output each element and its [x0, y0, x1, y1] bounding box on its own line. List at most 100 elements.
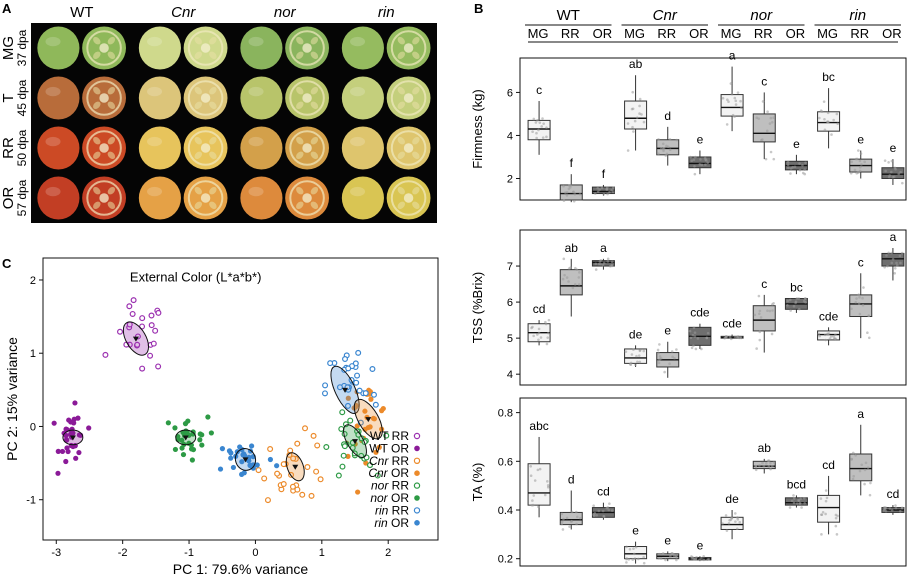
box-Cnr-RR: e: [656, 533, 680, 562]
jitter-point: [862, 286, 865, 289]
jitter-point: [768, 122, 772, 125]
genotype-label: rin: [378, 4, 395, 21]
cut-fruit-core: [302, 43, 312, 53]
legend-genotype: nor: [370, 491, 391, 505]
legend-marker: [414, 495, 420, 501]
jitter-point: [759, 316, 763, 319]
jitter-point: [757, 294, 761, 298]
jitter-point: [611, 186, 615, 190]
jitter-point: [536, 333, 539, 336]
box-WT-OR: f: [591, 167, 615, 196]
data-point: [72, 400, 78, 406]
jitter-point: [888, 507, 892, 510]
confidence-ellipse: [285, 452, 305, 482]
jitter-point: [546, 485, 550, 489]
fruit-pair: [341, 126, 431, 170]
jitter-point: [673, 356, 676, 360]
jitter-point: [570, 510, 574, 514]
data-point: [73, 455, 79, 461]
fruit-pair: [138, 76, 228, 120]
significance-letter: cd: [597, 485, 610, 499]
genotype-header: nor: [750, 7, 773, 24]
jitter-point: [883, 507, 887, 510]
locule: [310, 86, 319, 95]
jitter-point: [575, 268, 579, 271]
jitter-point: [804, 161, 807, 164]
data-point: [147, 352, 154, 359]
jitter-point: [850, 160, 853, 164]
data-point: [165, 420, 171, 426]
jitter-point: [594, 268, 598, 271]
data-point: [197, 437, 203, 443]
jitter-point: [668, 362, 671, 365]
locule: [107, 36, 116, 45]
box-nor-RR: ab: [752, 441, 776, 474]
significance-letter: de: [629, 327, 643, 341]
plot-frame: [519, 57, 907, 201]
cut-fruit-pericarp: [86, 80, 122, 116]
jitter-point: [541, 117, 544, 120]
x-tick-label: -3: [51, 547, 61, 559]
jitter-point: [858, 169, 862, 173]
jitter-point: [867, 314, 871, 317]
box-nor-RR: c: [752, 277, 776, 353]
centroid-marker: [182, 435, 189, 441]
whole-fruit: [341, 126, 384, 170]
stage-header: MG: [721, 26, 742, 41]
jitter-point: [560, 520, 564, 523]
jitter-point: [791, 165, 795, 169]
jitter-point: [571, 286, 575, 290]
legend-marker: [414, 520, 420, 526]
jitter-point: [668, 138, 672, 141]
cut-fruit-core: [200, 43, 211, 53]
data-point: [280, 461, 287, 468]
fruit-highlight: [350, 36, 366, 47]
jitter-point: [689, 336, 693, 340]
whole-fruit: [341, 76, 384, 120]
jitter-point: [657, 359, 660, 362]
jitter-point: [834, 513, 838, 517]
jitter-point: [789, 309, 792, 312]
jitter-point: [601, 263, 605, 267]
jitter-point: [788, 506, 792, 509]
jitter-point: [792, 494, 795, 497]
box-WT-OR: a: [591, 241, 615, 271]
jitter-point: [900, 251, 904, 255]
jitter-point: [733, 96, 737, 100]
series-wt-rr: [102, 297, 162, 372]
jitter-point: [692, 557, 696, 561]
locule: [310, 101, 319, 110]
jitter-point: [605, 187, 609, 191]
locule: [194, 101, 202, 110]
locule: [296, 136, 304, 145]
x-tick-label: -1: [184, 547, 194, 559]
jitter-point: [597, 262, 601, 266]
fruit-pair: [240, 126, 330, 170]
jitter-point: [602, 261, 606, 265]
y-tick-label: 0.4: [498, 505, 513, 517]
data-point: [314, 442, 321, 449]
jitter-point: [766, 459, 770, 462]
jitter-point: [665, 144, 668, 148]
jitter-point: [531, 499, 534, 502]
data-point: [189, 457, 195, 463]
y-tick-label: 6: [507, 297, 513, 309]
box: [849, 453, 873, 482]
data-point: [342, 356, 349, 363]
jitter-point: [656, 348, 660, 352]
box: [688, 156, 712, 169]
jitter-point: [883, 159, 887, 162]
locule: [397, 51, 405, 60]
legend-label: Cnr RR: [369, 454, 409, 468]
data-point: [148, 322, 155, 329]
jitter-point: [787, 166, 790, 170]
jitter-point: [762, 464, 766, 468]
jitter-point: [803, 172, 807, 176]
jitter-point: [864, 461, 868, 465]
fruit-pair: [240, 176, 330, 220]
data-point: [327, 360, 334, 367]
jitter-point: [765, 129, 769, 133]
data-point: [184, 429, 190, 435]
jitter-point: [562, 517, 565, 521]
